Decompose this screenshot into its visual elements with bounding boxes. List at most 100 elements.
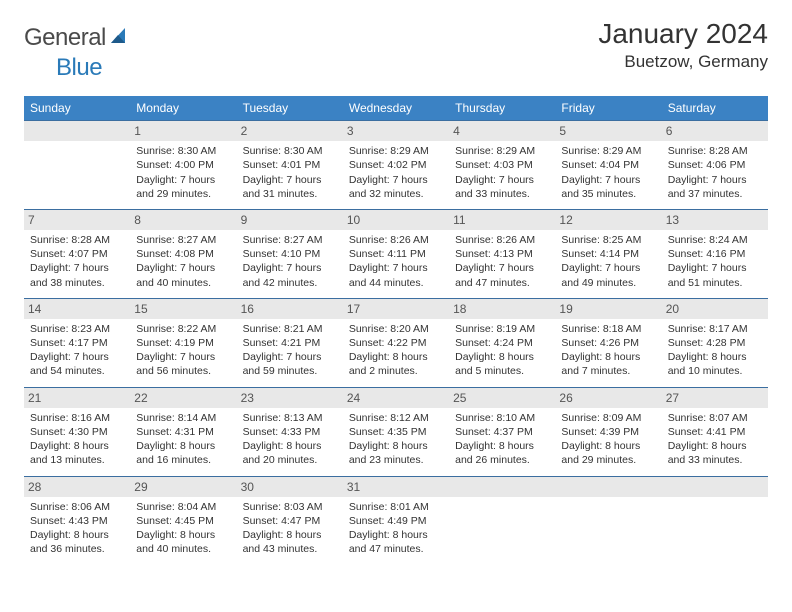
sunset-text: Sunset: 4:28 PM xyxy=(668,336,762,350)
sunrise-text: Sunrise: 8:25 AM xyxy=(561,233,655,247)
day-number: 30 xyxy=(237,476,343,497)
day-number: 19 xyxy=(555,298,661,319)
day-number: 25 xyxy=(449,387,555,408)
calendar-day-cell: 11Sunrise: 8:26 AMSunset: 4:13 PMDayligh… xyxy=(449,209,555,298)
brand-part2: Blue xyxy=(56,54,102,81)
daylight-line2: and 42 minutes. xyxy=(243,276,337,290)
daylight-line1: Daylight: 8 hours xyxy=(136,528,230,542)
sunrise-text: Sunrise: 8:26 AM xyxy=(349,233,443,247)
day-number: 31 xyxy=(343,476,449,497)
sunrise-text: Sunrise: 8:09 AM xyxy=(561,411,655,425)
calendar-day-cell: 13Sunrise: 8:24 AMSunset: 4:16 PMDayligh… xyxy=(662,209,768,298)
sunrise-text: Sunrise: 8:29 AM xyxy=(455,144,549,158)
daylight-line2: and 2 minutes. xyxy=(349,364,443,378)
sunrise-text: Sunrise: 8:14 AM xyxy=(136,411,230,425)
sunset-text: Sunset: 4:04 PM xyxy=(561,158,655,172)
sail-icon xyxy=(108,25,130,52)
daylight-line2: and 20 minutes. xyxy=(243,453,337,467)
day-number: 12 xyxy=(555,209,661,230)
calendar-day-cell: 2Sunrise: 8:30 AMSunset: 4:01 PMDaylight… xyxy=(237,120,343,209)
sunset-text: Sunset: 4:37 PM xyxy=(455,425,549,439)
day-number: 23 xyxy=(237,387,343,408)
daylight-line2: and 5 minutes. xyxy=(455,364,549,378)
weekday-header: Wednesday xyxy=(343,96,449,120)
calendar-day-cell: 27Sunrise: 8:07 AMSunset: 4:41 PMDayligh… xyxy=(662,387,768,476)
sunset-text: Sunset: 4:11 PM xyxy=(349,247,443,261)
calendar-day-cell: 26 Sunrise: 8:09 AMSunset: 4:39 PMDayligh… xyxy=(555,387,661,476)
daylight-line1: Daylight: 7 hours xyxy=(455,173,549,187)
calendar-page: General January 2024 Buetzow, Germany Bl… xyxy=(0,0,792,574)
calendar-day-cell: 12Sunrise: 8:25 AMSunset: 4:14 PMDayligh… xyxy=(555,209,661,298)
sunrise-text: Sunrise: 8:29 AM xyxy=(561,144,655,158)
sunset-text: Sunset: 4:13 PM xyxy=(455,247,549,261)
sunset-text: Sunset: 4:06 PM xyxy=(668,158,762,172)
calendar-week-row: 14Sunrise: 8:23 AMSunset: 4:17 PMDayligh… xyxy=(24,298,768,387)
sunrise-text: Sunrise: 8:30 AM xyxy=(136,144,230,158)
sunrise-text: Sunrise: 8:04 AM xyxy=(136,500,230,514)
sunrise-text: Sunrise: 8:22 AM xyxy=(136,322,230,336)
daylight-line2: and 23 minutes. xyxy=(349,453,443,467)
weekday-header: Sunday xyxy=(24,96,130,120)
calendar-day-cell: 14Sunrise: 8:23 AMSunset: 4:17 PMDayligh… xyxy=(24,298,130,387)
sunset-text: Sunset: 4:17 PM xyxy=(30,336,124,350)
calendar-day-cell: 1Sunrise: 8:30 AMSunset: 4:00 PMDaylight… xyxy=(130,120,236,209)
calendar-day-cell: 29Sunrise: 8:04 AMSunset: 4:45 PMDayligh… xyxy=(130,476,236,565)
daylight-line1: Daylight: 7 hours xyxy=(561,261,655,275)
day-number: 15 xyxy=(130,298,236,319)
sunrise-text: Sunrise: 8:01 AM xyxy=(349,500,443,514)
daylight-line2: and 37 minutes. xyxy=(668,187,762,201)
sunrise-text: Sunrise: 8:27 AM xyxy=(243,233,337,247)
day-number xyxy=(662,476,768,497)
sunset-text: Sunset: 4:00 PM xyxy=(136,158,230,172)
daylight-line2: and 49 minutes. xyxy=(561,276,655,290)
sunset-text: Sunset: 4:49 PM xyxy=(349,514,443,528)
sunrise-text: Sunrise: 8:18 AM xyxy=(561,322,655,336)
day-number: 2 xyxy=(237,120,343,141)
daylight-line2: and 32 minutes. xyxy=(349,187,443,201)
daylight-line1: Daylight: 7 hours xyxy=(243,173,337,187)
sunrise-text: Sunrise: 8:28 AM xyxy=(668,144,762,158)
daylight-line2: and 54 minutes. xyxy=(30,364,124,378)
daylight-line2: and 29 minutes. xyxy=(561,453,655,467)
daylight-line1: Daylight: 8 hours xyxy=(243,439,337,453)
sunset-text: Sunset: 4:26 PM xyxy=(561,336,655,350)
day-number: 16 xyxy=(237,298,343,319)
daylight-line1: Daylight: 7 hours xyxy=(561,173,655,187)
sunset-text: Sunset: 4:16 PM xyxy=(668,247,762,261)
sunset-text: Sunset: 4:33 PM xyxy=(243,425,337,439)
sunrise-text: Sunrise: 8:07 AM xyxy=(668,411,762,425)
daylight-line2: and 33 minutes. xyxy=(455,187,549,201)
sunrise-text: Sunrise: 8:13 AM xyxy=(243,411,337,425)
day-number: 20 xyxy=(662,298,768,319)
sunset-text: Sunset: 4:01 PM xyxy=(243,158,337,172)
sunrise-text: Sunrise: 8:12 AM xyxy=(349,411,443,425)
day-number: 29 xyxy=(130,476,236,497)
calendar-day-cell: 17Sunrise: 8:20 AMSunset: 4:22 PMDayligh… xyxy=(343,298,449,387)
calendar-day-cell: 30Sunrise: 8:03 AMSunset: 4:47 PMDayligh… xyxy=(237,476,343,565)
sunset-text: Sunset: 4:22 PM xyxy=(349,336,443,350)
daylight-line1: Daylight: 8 hours xyxy=(561,439,655,453)
calendar-day-cell: 8Sunrise: 8:27 AMSunset: 4:08 PMDaylight… xyxy=(130,209,236,298)
daylight-line1: Daylight: 7 hours xyxy=(349,173,443,187)
day-number: 1 xyxy=(130,120,236,141)
sunrise-text: Sunrise: 8:27 AM xyxy=(136,233,230,247)
daylight-line2: and 40 minutes. xyxy=(136,542,230,556)
weekday-header: Monday xyxy=(130,96,236,120)
daylight-line2: and 56 minutes. xyxy=(136,364,230,378)
sunrise-text: Sunrise: 8:19 AM xyxy=(455,322,549,336)
day-number: 11 xyxy=(449,209,555,230)
sunset-text: Sunset: 4:31 PM xyxy=(136,425,230,439)
calendar-day-cell xyxy=(24,120,130,209)
daylight-line1: Daylight: 8 hours xyxy=(455,439,549,453)
sunset-text: Sunset: 4:07 PM xyxy=(30,247,124,261)
daylight-line1: Daylight: 7 hours xyxy=(30,350,124,364)
daylight-line1: Daylight: 8 hours xyxy=(668,439,762,453)
day-number: 4 xyxy=(449,120,555,141)
daylight-line1: Daylight: 7 hours xyxy=(455,261,549,275)
calendar-day-cell xyxy=(555,476,661,565)
daylight-line1: Daylight: 7 hours xyxy=(30,261,124,275)
sunset-text: Sunset: 4:39 PM xyxy=(561,425,655,439)
day-number: 10 xyxy=(343,209,449,230)
calendar-day-cell: 6Sunrise: 8:28 AMSunset: 4:06 PMDaylight… xyxy=(662,120,768,209)
day-number: 26 xyxy=(555,387,661,408)
